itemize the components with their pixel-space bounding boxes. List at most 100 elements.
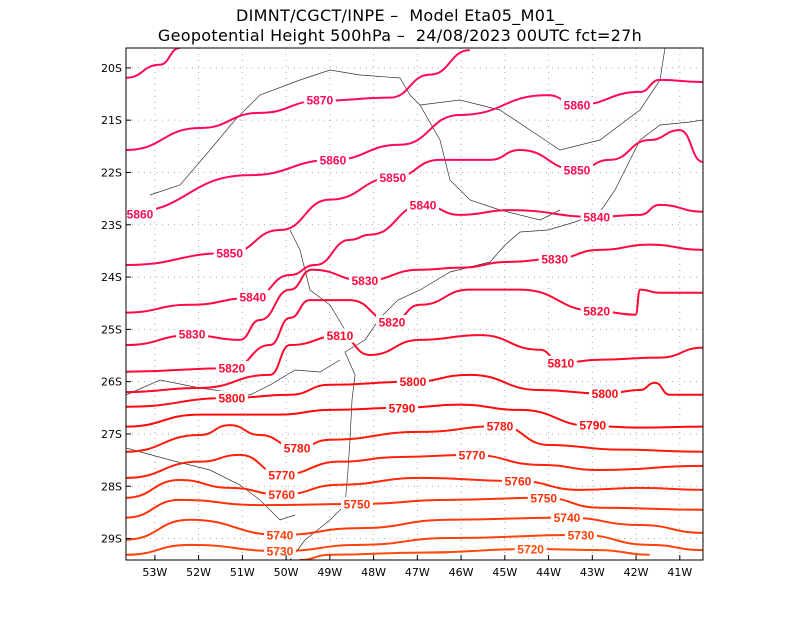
contour-label-bg [265, 467, 298, 482]
contour-label: 5800 [219, 391, 246, 405]
contour-label-bg [564, 527, 597, 542]
contour-5830 [126, 243, 703, 347]
contour-label: 5720 [517, 543, 544, 557]
contour-label: 5780 [487, 420, 514, 434]
contour-lines [126, 48, 703, 560]
contour-5870 [126, 48, 180, 79]
boundary-line [149, 69, 421, 196]
y-tick-label: 23S [101, 219, 122, 232]
boundary-line [289, 119, 703, 560]
grid-lines [126, 48, 703, 560]
x-tick-label: 41W [667, 566, 692, 579]
x-tick-label: 49W [317, 566, 342, 579]
contour-5840 [126, 203, 703, 314]
contour-label: 5740 [267, 528, 294, 542]
x-tick-label: 42W [624, 566, 649, 579]
contour-label: 5840 [410, 198, 437, 212]
y-tick-label: 24S [101, 271, 122, 284]
contour-5820 [126, 288, 703, 373]
x-tick-label: 47W [405, 566, 430, 579]
contour-label: 5770 [459, 448, 486, 462]
contour-label-bg [348, 273, 381, 288]
contour-label: 5780 [284, 442, 311, 456]
contour-label-bg [407, 197, 440, 212]
contour-label-bg [213, 246, 246, 261]
contour-5720 [299, 548, 650, 560]
contour-label: 5730 [267, 545, 294, 559]
chart-title-line-2: Geopotential Height 500hPa – 24/08/2023 … [157, 26, 643, 45]
contour-label-bg [215, 390, 248, 405]
contour-label: 5790 [579, 419, 606, 433]
contour-label: 5800 [592, 387, 619, 401]
contour-label: 5840 [583, 210, 610, 224]
boundary-line [419, 104, 561, 221]
contour-label: 5760 [505, 475, 532, 489]
x-tick-label: 44W [536, 566, 561, 579]
y-tick-label: 28S [101, 480, 122, 493]
contour-label-bg [484, 419, 517, 434]
plot-frame [125, 47, 704, 561]
contour-label: 5740 [554, 511, 581, 525]
contour-label: 5860 [564, 99, 591, 113]
contour-5730 [126, 533, 703, 556]
x-tick-label: 51W [230, 566, 255, 579]
contour-label-bg [236, 289, 269, 304]
contour-label: 5760 [268, 488, 295, 502]
x-tick-label: 52W [186, 566, 211, 579]
x-tick-label: 46W [449, 566, 474, 579]
boundary-line [289, 229, 346, 331]
contour-label: 5840 [240, 290, 267, 304]
contour-label-bg [550, 510, 583, 525]
contour-label: 5850 [216, 247, 243, 261]
x-tick-label: 48W [361, 566, 386, 579]
contour-label-bg [316, 152, 349, 167]
contour-label-bg [580, 209, 613, 224]
contour-label-bg [323, 328, 356, 343]
y-tick-label: 22S [101, 166, 122, 179]
boundary-line [126, 359, 341, 396]
y-tick-label: 21S [101, 114, 122, 127]
contour-label-bg [576, 418, 609, 433]
x-tick-label: 50W [274, 566, 299, 579]
contour-label-bg [589, 386, 622, 401]
contour-label: 5860 [320, 153, 347, 167]
contour-label-bg [340, 497, 373, 512]
contour-label: 5800 [400, 375, 427, 389]
contour-label: 5790 [389, 401, 416, 415]
contour-label-bg [123, 206, 156, 221]
contour-label-bg [376, 170, 409, 185]
contour-5790 [126, 403, 703, 429]
y-tick-label: 26S [101, 376, 122, 389]
contour-label-bg [386, 400, 419, 415]
contour-label: 5820 [583, 305, 610, 319]
contour-5850 [126, 129, 703, 267]
contour-label-bg [514, 542, 547, 557]
contour-5770 [126, 453, 703, 479]
contour-5800 [126, 373, 703, 408]
contour-label: 5820 [219, 362, 246, 376]
contour-label-bg [527, 490, 560, 505]
contour-label-bg [544, 355, 577, 370]
contour-5750 [126, 496, 703, 519]
x-tick-label: 43W [580, 566, 605, 579]
contour-label-bg [265, 487, 298, 502]
chart-title-line-1: DIMNT/CGCT/INPE – Model Eta05_M01_ [236, 6, 564, 25]
contour-label-bg [501, 474, 534, 489]
contour-labels: 5870 5860 5860 5860 5850 5850 5850 5840 5840 5840… [123, 92, 622, 559]
contour-5860 [126, 78, 703, 214]
contour-label: 5830 [541, 252, 568, 266]
contour-label-bg [375, 315, 408, 330]
contour-5810 [126, 334, 703, 394]
contour-label: 5850 [379, 171, 406, 185]
y-tick-label: 25S [101, 323, 122, 336]
contour-label: 5730 [568, 528, 595, 542]
contour-label-bg [561, 98, 594, 113]
contour-5760 [126, 476, 703, 499]
contour-label: 5830 [179, 328, 206, 342]
contour-label-bg [456, 447, 489, 462]
contour-label: 5850 [564, 163, 591, 177]
y-tick-label: 20S [101, 62, 122, 75]
x-tick-label: 53W [142, 566, 167, 579]
contour-label: 5820 [379, 316, 406, 330]
